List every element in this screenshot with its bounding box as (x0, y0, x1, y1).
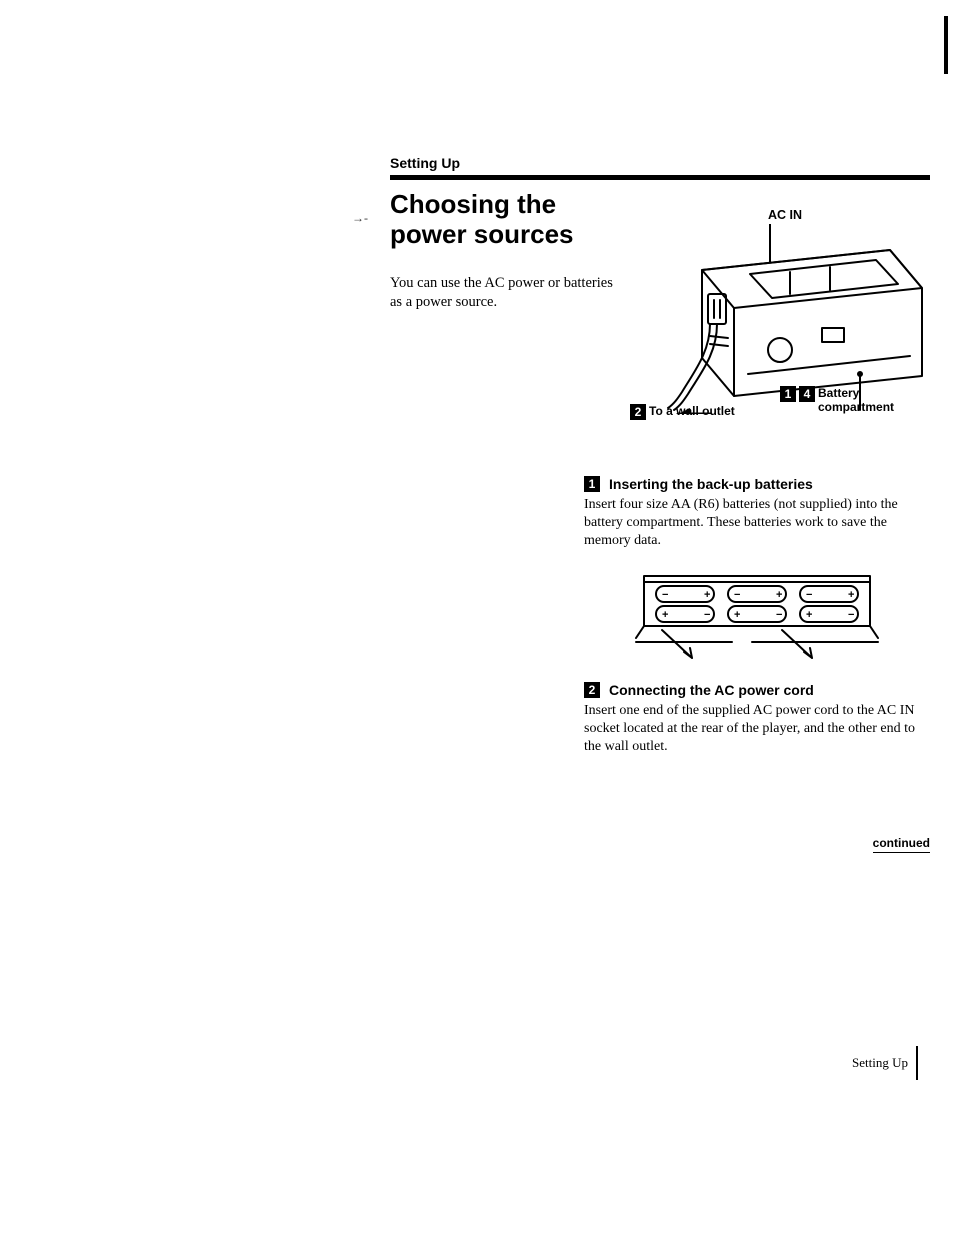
svg-text:+: + (662, 609, 668, 621)
callout-battery-text: Battery compartment (818, 386, 930, 414)
page-title: Choosing the power sources (390, 190, 620, 250)
svg-text:−: − (776, 609, 782, 621)
footer: Setting Up (852, 1046, 918, 1080)
callout-number-icon: 2 (630, 404, 646, 420)
step-2-body: Insert one end of the supplied AC power … (584, 702, 930, 756)
callout-number-icon: 1 (780, 386, 796, 402)
player-diagram-block: AC IN (640, 190, 930, 414)
callout-number-icon: 4 (799, 386, 815, 402)
svg-text:−: − (848, 609, 854, 621)
svg-text:−: − (662, 589, 668, 601)
manual-page: →‐ Setting Up Choosing the power sources… (0, 0, 954, 1233)
step-1-title: Inserting the back-up batteries (609, 476, 813, 492)
svg-text:−: − (704, 609, 710, 621)
acin-label: AC IN (640, 208, 930, 222)
section-rule (390, 175, 930, 180)
content-block: Setting Up Choosing the power sources Yo… (390, 155, 930, 414)
footer-text: Setting Up (852, 1055, 908, 1071)
svg-text:+: + (704, 589, 710, 601)
steps-column: 1 Inserting the back-up batteries Insert… (584, 476, 930, 769)
step-number-icon: 2 (584, 682, 600, 698)
section-header: Setting Up (390, 155, 930, 171)
intro-text: You can use the AC power or batteries as… (390, 274, 620, 312)
battery-diagram-icon: − + − + − + + − + − + − (632, 564, 882, 664)
callout-wall-text: To a wall outlet (649, 404, 735, 418)
step-1-body: Insert four size AA (R6) batteries (not … (584, 496, 930, 550)
callout-battery-compartment: 1 4 Battery compartment (780, 386, 930, 414)
svg-text:−: − (734, 589, 740, 601)
step-number-icon: 1 (584, 476, 600, 492)
svg-text:+: + (806, 609, 812, 621)
footer-rule-icon (916, 1046, 918, 1080)
continued-label: continued (873, 836, 930, 853)
svg-text:−: − (806, 589, 812, 601)
title-column: Choosing the power sources You can use t… (390, 190, 620, 414)
callout-wall-outlet: 2 To a wall outlet (630, 404, 735, 420)
page-edge-mark (944, 16, 948, 74)
svg-text:+: + (848, 589, 854, 601)
step-2-title: Connecting the AC power cord (609, 682, 814, 698)
margin-mark-icon: →‐ (352, 211, 368, 226)
top-columns: Choosing the power sources You can use t… (390, 190, 930, 414)
svg-text:+: + (776, 589, 782, 601)
step-2-heading: 2 Connecting the AC power cord (584, 682, 930, 698)
step-1-heading: 1 Inserting the back-up batteries (584, 476, 930, 492)
svg-text:+: + (734, 609, 740, 621)
